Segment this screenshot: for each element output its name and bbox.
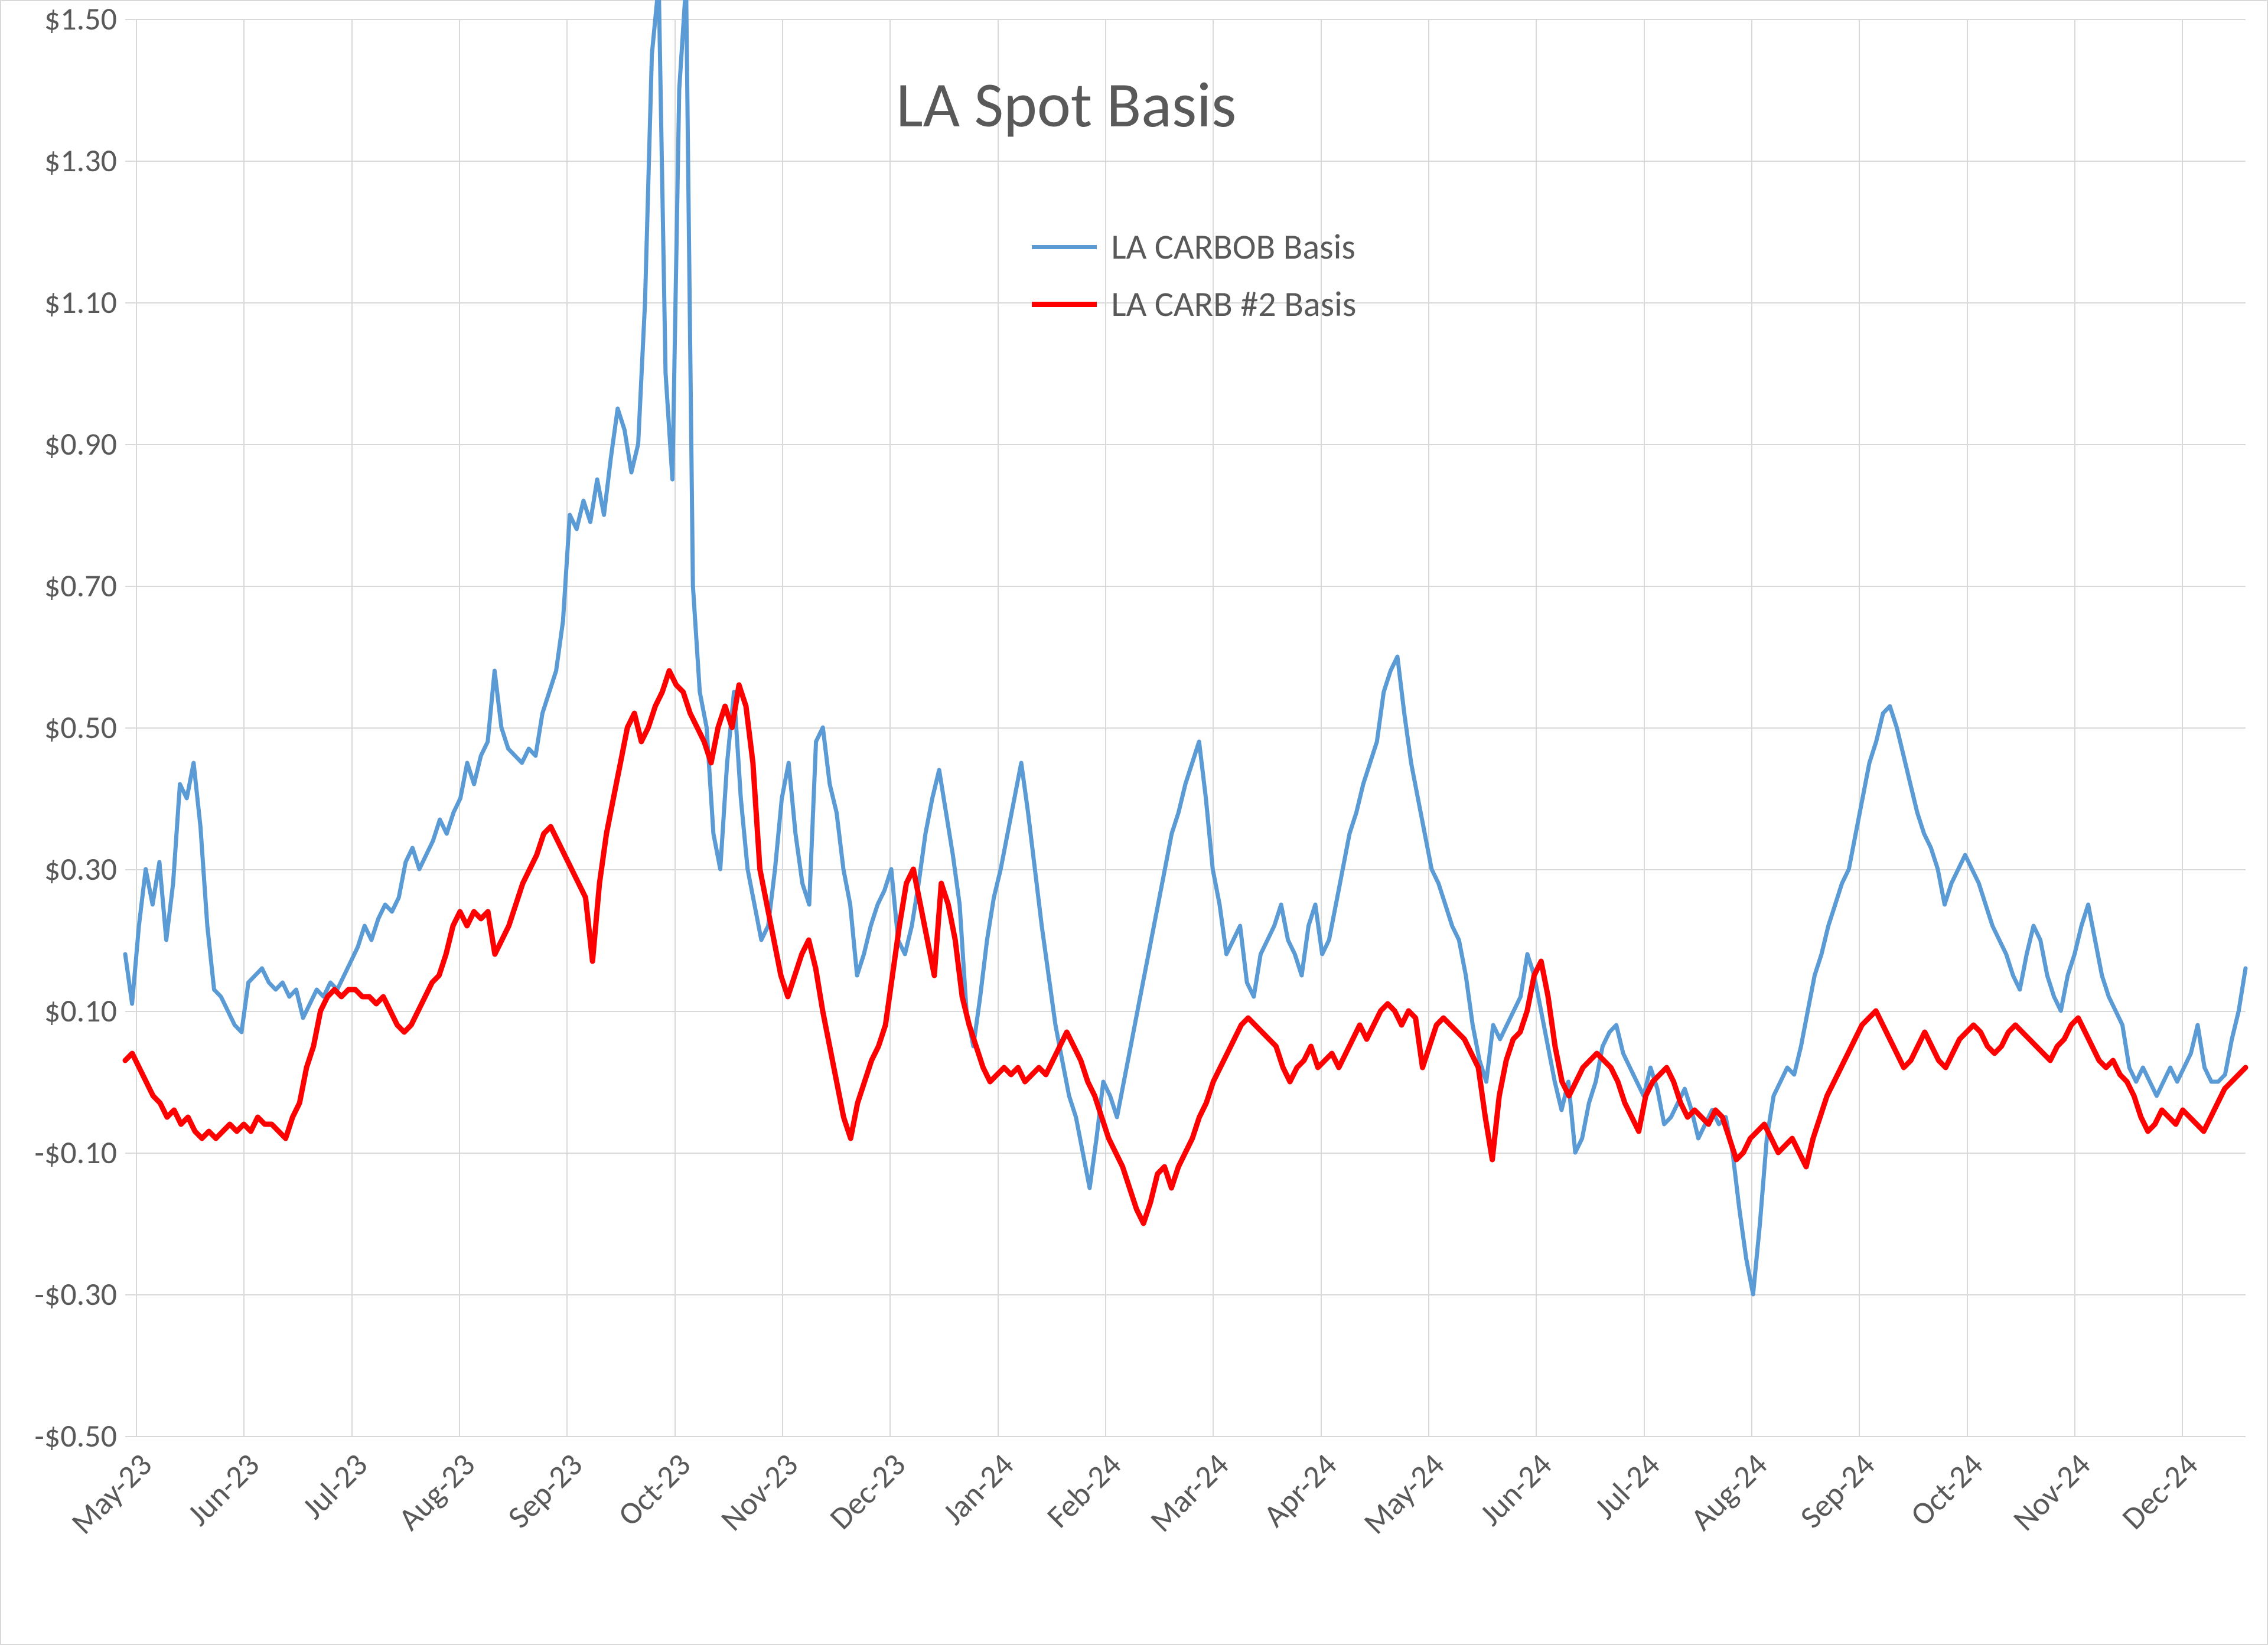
y-tick-label: $0.50 (44, 708, 125, 747)
y-tick-label: $0.10 (44, 991, 125, 1030)
y-tick-label: -$0.50 (34, 1416, 125, 1455)
y-tick-label: $0.90 (44, 425, 125, 464)
y-tick-label: $1.10 (44, 283, 125, 322)
chart-container: -$0.50 -$0.30 -$0.10 $0.10 $0.30 $0.50 $0.70 $0… (0, 0, 2268, 1645)
y-tick-label: -$0.10 (34, 1133, 125, 1172)
legend-label: LA CARBOB Basis (1111, 226, 1355, 269)
y-tick-label: $0.70 (44, 566, 125, 605)
y-tick-label: $0.30 (44, 850, 125, 889)
chart-title: LA Spot Basis (896, 66, 1236, 144)
legend-swatch (1032, 302, 1097, 307)
y-gridline (125, 1436, 2246, 1437)
y-tick-label: $1.30 (44, 141, 125, 180)
legend-item: LA CARBOB Basis (1032, 226, 1356, 269)
legend-swatch (1032, 245, 1097, 249)
legend: LA CARBOB Basis LA CARB #2 Basis (1032, 226, 1356, 340)
y-tick-label: -$0.30 (34, 1275, 125, 1314)
legend-item: LA CARB #2 Basis (1032, 283, 1356, 326)
legend-label: LA CARB #2 Basis (1111, 283, 1356, 326)
y-tick-label: $1.50 (44, 0, 125, 38)
